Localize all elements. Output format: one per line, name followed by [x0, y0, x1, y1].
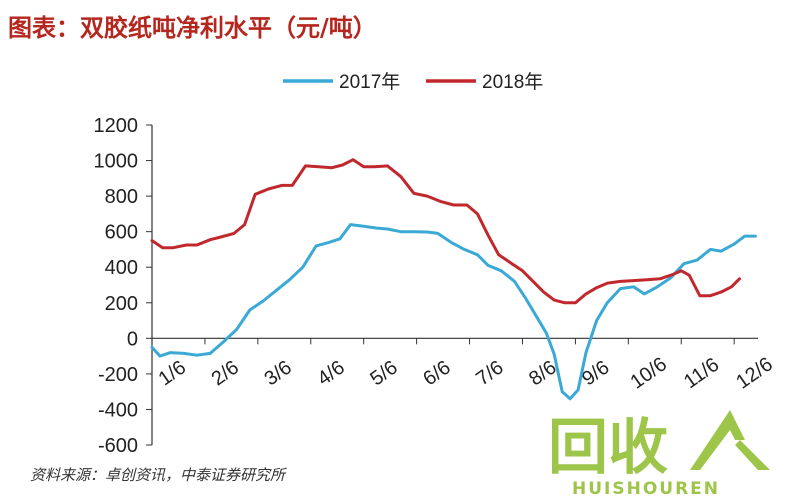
series-line-2018	[150, 158, 741, 305]
watermark-mark-icon	[690, 410, 770, 470]
series-line-2017	[150, 223, 757, 401]
y-tick-label: 400	[105, 257, 138, 279]
y-tick-label: 0	[127, 328, 138, 350]
x-axis-ticks: 1/6 2/6 3/6 4/6 5/6 6/6 7/6 8/6 9/6 10/6 11/6 12/6	[151, 338, 777, 394]
y-tick-label: 200	[105, 293, 138, 315]
legend-label-2017: 2017年	[339, 71, 400, 93]
legend: 2017年 2018年	[283, 71, 543, 93]
series-lines	[150, 158, 757, 401]
y-tick-label: -600	[98, 435, 138, 457]
x-tick-label: 10/6	[626, 353, 671, 393]
watermark-logo: 回收 HUISHOUREN	[540, 410, 794, 500]
x-tick-label: 1/6	[155, 356, 190, 390]
x-tick-label: 7/6	[472, 356, 507, 390]
axes	[151, 125, 758, 445]
source-note: 资料来源：卓创资讯，中泰证券研究所	[30, 466, 287, 484]
y-tick-label: 600	[105, 222, 138, 244]
x-tick-label: 12/6	[732, 353, 777, 393]
x-tick-label: 5/6	[366, 356, 401, 390]
x-tick-label: 4/6	[313, 356, 348, 390]
y-tick-label: -200	[98, 364, 138, 386]
watermark-text: 回收	[548, 413, 668, 483]
chart-title: 图表：双胶纸吨净利水平（元/吨）	[8, 13, 377, 42]
y-tick-label: 800	[105, 186, 138, 208]
x-tick-label: 3/6	[261, 356, 296, 390]
y-tick-label: 1200	[94, 115, 139, 137]
x-tick-label: 2/6	[208, 356, 243, 390]
x-tick-label: 11/6	[680, 354, 723, 394]
watermark-subtext: HUISHOUREN	[572, 479, 720, 499]
y-tick-label: 1000	[94, 151, 139, 173]
x-tick-label: 6/6	[419, 356, 454, 390]
y-axis-ticks: 1200 1000 800 600 400 200 0 -200 -400 -600	[94, 115, 152, 457]
y-tick-label: -400	[98, 399, 138, 421]
legend-label-2018: 2018年	[482, 71, 543, 93]
